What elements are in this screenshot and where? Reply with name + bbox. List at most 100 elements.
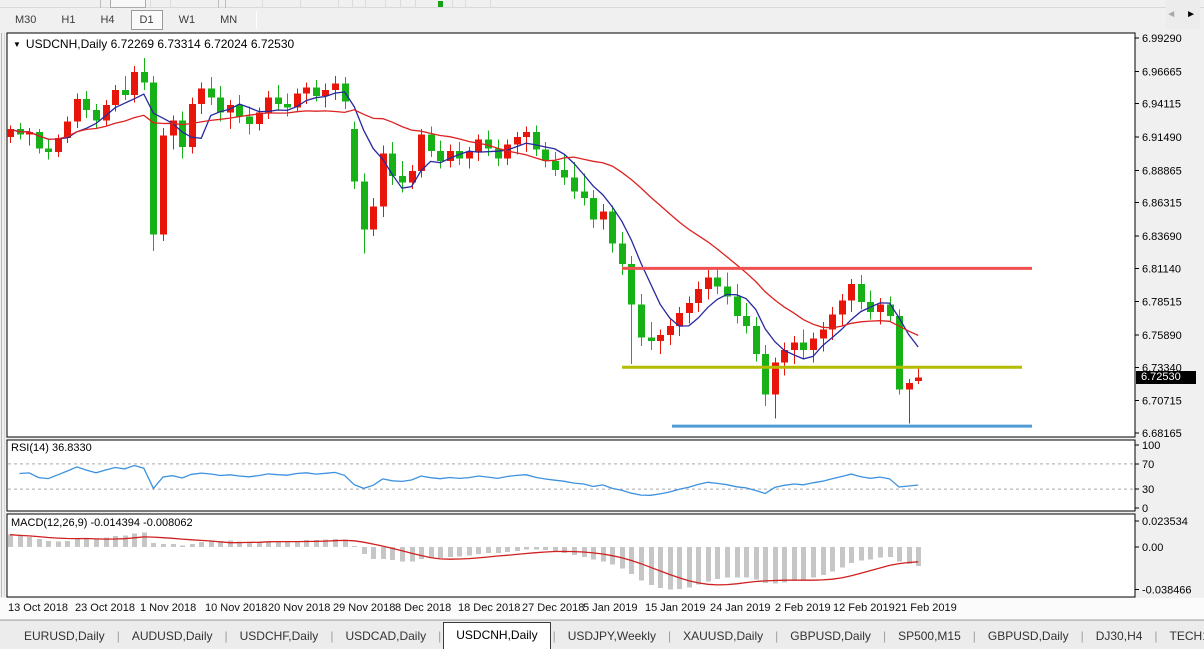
ohlc-open: 6.72269 [110,37,154,51]
toolbar-fragment [385,0,386,8]
symbol-dropdown-icon[interactable]: ▼ [13,40,21,49]
toolbar-fragment [490,0,491,8]
macd-axis-label: -0.038466 [1142,585,1192,597]
tab-dj30-h4[interactable]: DJ30,H4 [1095,629,1143,643]
toolbar-fragment [465,0,466,8]
price-axis-label: 6.88865 [1142,165,1182,177]
time-axis-label: 24 Jan 2019 [710,602,771,614]
chart-tab-bar: EURUSD,Daily | AUDUSD,Daily | USDCHF,Daily | U… [0,620,1204,649]
time-axis-label: 23 Oct 2018 [75,602,135,614]
rsi-axis-label: 70 [1142,459,1154,471]
toolbar-separator [256,11,258,29]
tab-separator: | [330,629,334,643]
timeframe-h1-button[interactable]: H1 [61,14,76,26]
toolbar-fragment [110,0,146,8]
price-axis-label: 6.70715 [1142,396,1182,408]
current-price-tag: 6.72530 [1136,371,1196,384]
toolbar-fragment [262,0,263,8]
toolbar-fragment [225,0,226,8]
macd-axis-label: 0.00 [1142,542,1163,554]
tab-separator: | [667,629,672,643]
tab-separator: | [1080,629,1084,643]
ma-slow-line [9,109,919,336]
rsi-axis-label: 100 [1142,440,1160,452]
tab-tech100[interactable]: TECH100, [1169,629,1204,643]
time-axis-label: 10 Nov 2018 [205,602,268,614]
rsi-line [19,464,919,496]
time-axis-label: 18 Dec 2018 [458,602,521,614]
time-axis[interactable]: 13 Oct 2018 23 Oct 2018 1 Nov 2018 10 Nov 2… [0,598,1204,620]
tab-separator: | [882,629,887,643]
ma-fast-line [9,91,919,360]
time-axis-label: 29 Nov 2018 [333,602,396,614]
price-axis-label: 6.68165 [1142,428,1182,440]
price-axis-label: 6.96665 [1142,66,1182,78]
time-axis-label: 27 Dec 2018 [522,602,585,614]
tab-separator: | [116,629,120,643]
tab-usdjpy-weekly[interactable]: USDJPY,Weekly [567,629,656,643]
rsi-axis-label: 30 [1142,484,1154,496]
tab-usdcad-daily[interactable]: USDCAD,Daily [345,629,427,643]
tab-xauusd-daily[interactable]: XAUUSD,Daily [683,629,764,643]
tab-scroll-left-icon[interactable]: ◄ [1166,9,1177,20]
time-axis-label: 2 Feb 2019 [775,602,831,614]
tab-usdcnh-daily[interactable]: USDCNH,Daily [443,622,551,649]
rsi-indicator-label: RSI(14) 36.8330 [11,442,92,454]
time-axis-label: 5 Jan 2019 [583,602,638,614]
tab-usdchf-daily[interactable]: USDCHF,Daily [239,629,319,643]
tab-separator: | [972,629,976,643]
candles [7,58,922,424]
time-axis-label: 21 Feb 2019 [895,602,957,614]
toolbar-fragment [365,0,366,8]
toolbar-fragment [150,0,151,8]
tab-gbpusd-daily[interactable]: GBPUSD,Daily [987,629,1069,643]
chart-canvas[interactable]: 6.99290 6.96665 6.94115 6.91490 6.88865 6.863… [0,0,1204,598]
clipped-top-toolbar [0,0,1204,8]
tab-eurusd-daily[interactable]: EURUSD,Daily [24,629,105,643]
macd-signal-line [9,534,919,586]
rsi-axis-label: 0 [1142,503,1148,515]
price-axis-label: 6.81140 [1142,263,1181,275]
tab-separator: | [552,629,556,643]
toolbar-fragment [352,0,353,8]
tab-gbpusd-daily[interactable]: GBPUSD,Daily [790,629,871,643]
time-axis-label: 13 Oct 2018 [8,602,68,614]
tab-scroll-right-icon[interactable]: ► [1186,9,1196,20]
main-chart-panel[interactable] [6,32,1136,438]
macd-indicator-label: MACD(12,26,9) -0.014394 -0.008062 [11,517,193,529]
price-axis-label: 6.78515 [1142,297,1182,309]
time-axis-label: 15 Jan 2019 [645,602,706,614]
price-axis-label: 6.83690 [1142,231,1182,243]
ohlc-close: 6.72530 [250,37,295,51]
toolbar-fragment [400,0,401,8]
tab-separator: | [1154,629,1158,643]
chart-symbol-label: USDCNH,Daily [25,37,108,51]
chart-ohlc-title: ▼ USDCNH,Daily 6.72269 6.73314 6.72024 6.… [13,37,294,51]
toolbar-fragment [300,0,301,8]
timeframe-d1-button[interactable]: D1 [130,10,163,30]
macd-axis-label: 0.023534 [1142,516,1188,528]
tab-separator: | [438,629,442,643]
ohlc-high: 6.73314 [157,37,201,51]
timeframe-mn-button[interactable]: MN [220,14,238,26]
toolbar-fragment [415,0,416,8]
tab-sp500-m15[interactable]: SP500,M15 [898,629,961,643]
timeframe-m30-button[interactable]: M30 [15,14,37,26]
toolbar-fragment [338,0,339,8]
macd-panel[interactable] [6,513,1136,598]
ohlc-low: 6.72024 [204,37,248,51]
rsi-panel[interactable] [6,439,1136,512]
timeframe-h4-button[interactable]: H4 [100,14,115,26]
time-axis-label: 20 Nov 2018 [268,602,331,614]
time-axis-label: 1 Nov 2018 [140,602,197,614]
tab-audusd-daily[interactable]: AUDUSD,Daily [131,629,213,643]
toolbar-fragment [452,0,453,8]
toolbar-fragment [170,0,171,8]
timeframe-w1-button[interactable]: W1 [178,14,196,26]
tab-scroll-arrows: ◄ ► [1166,0,1200,29]
timeframe-toolbar: M30 H1 H4 D1 W1 MN [0,8,1204,32]
tab-separator: | [224,629,228,643]
price-axis-label: 6.91490 [1142,132,1182,144]
toolbar-fragment [100,0,101,8]
